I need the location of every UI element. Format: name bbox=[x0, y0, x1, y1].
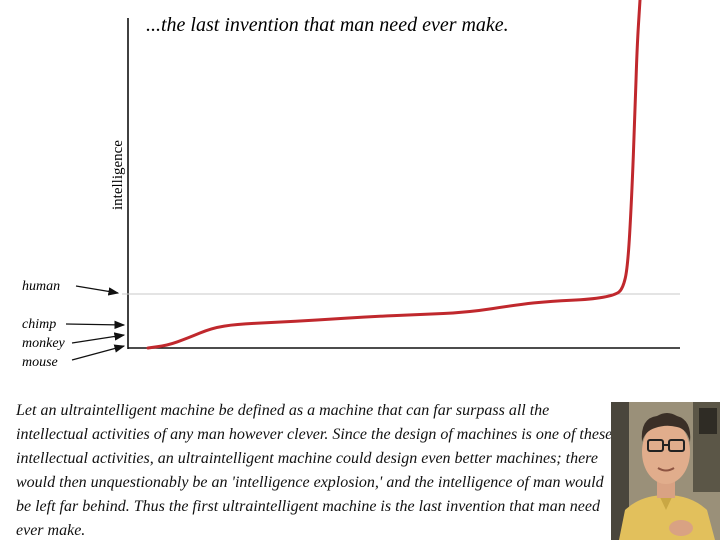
level-arrow-monkey bbox=[71, 332, 126, 344]
level-label-mouse: mouse bbox=[22, 355, 58, 370]
y-axis-label: intelligence bbox=[110, 140, 126, 210]
level-arrow-human bbox=[75, 285, 120, 296]
level-arrow-mouse bbox=[71, 344, 126, 361]
quote-text: Let an ultraintelligent machine be defin… bbox=[16, 402, 613, 539]
portrait-photo-icon bbox=[611, 402, 720, 540]
level-label-monkey: monkey bbox=[22, 336, 66, 351]
chart-title: ...the last invention that man need ever… bbox=[146, 14, 509, 36]
level-label-chimp: chimp bbox=[22, 317, 56, 332]
chart: ...the last invention that man need ever… bbox=[22, 0, 680, 370]
intelligence-series-line bbox=[146, 0, 642, 350]
level-label-human: human bbox=[22, 279, 60, 294]
level-arrow-chimp bbox=[65, 320, 126, 330]
